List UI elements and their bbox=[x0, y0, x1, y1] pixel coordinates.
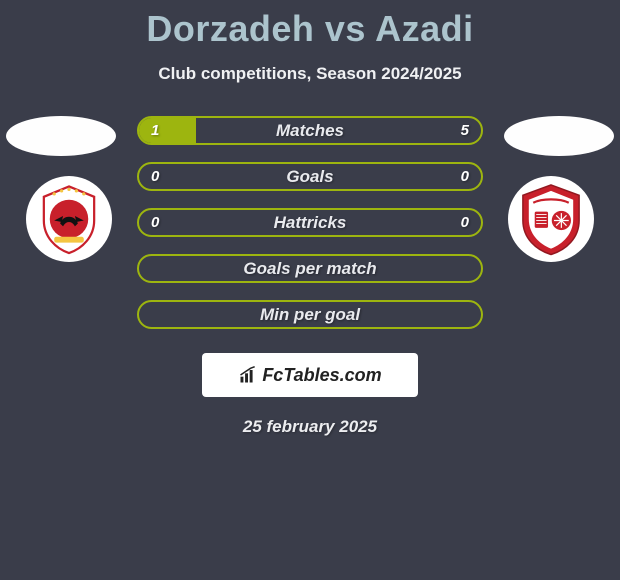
stat-bar: Min per goal bbox=[137, 300, 483, 329]
stat-label: Matches bbox=[139, 118, 481, 143]
stat-label: Goals per match bbox=[139, 256, 481, 281]
stat-bar: Matches1 5 bbox=[137, 116, 483, 145]
stat-rows: Matches15Goals00Hattricks00Goals per mat… bbox=[137, 116, 483, 329]
stat-value-right: 5 bbox=[461, 118, 469, 143]
club-badge-right bbox=[508, 176, 594, 262]
player-left-placeholder bbox=[6, 116, 116, 156]
stats-card: Dorzadeh vs Azadi Club competitions, Sea… bbox=[0, 0, 620, 580]
stat-label: Min per goal bbox=[139, 302, 481, 327]
comparison-arena: Matches15Goals00Hattricks00Goals per mat… bbox=[0, 116, 620, 329]
stat-bar: Goals0 0 bbox=[137, 162, 483, 191]
bar-chart-icon bbox=[238, 365, 258, 385]
stat-value-right: 0 bbox=[461, 164, 469, 189]
stat-label: Hattricks bbox=[139, 210, 481, 235]
stat-value-left: 1 bbox=[151, 118, 159, 143]
stat-bar: Goals per match bbox=[137, 254, 483, 283]
stat-bar: Hattricks0 0 bbox=[137, 208, 483, 237]
brand-badge: FcTables.com bbox=[202, 353, 418, 397]
club-left-icon bbox=[32, 182, 106, 256]
player-right-placeholder bbox=[504, 116, 614, 156]
stat-label: Goals bbox=[139, 164, 481, 189]
page-title: Dorzadeh vs Azadi bbox=[0, 0, 620, 50]
club-badge-left bbox=[26, 176, 112, 262]
subtitle: Club competitions, Season 2024/2025 bbox=[0, 64, 620, 84]
stat-value-right: 0 bbox=[461, 210, 469, 235]
brand-text: FcTables.com bbox=[262, 365, 381, 386]
stat-value-left: 0 bbox=[151, 164, 159, 189]
club-right-icon bbox=[514, 182, 588, 256]
stat-value-left: 0 bbox=[151, 210, 159, 235]
date-text: 25 february 2025 bbox=[0, 417, 620, 437]
